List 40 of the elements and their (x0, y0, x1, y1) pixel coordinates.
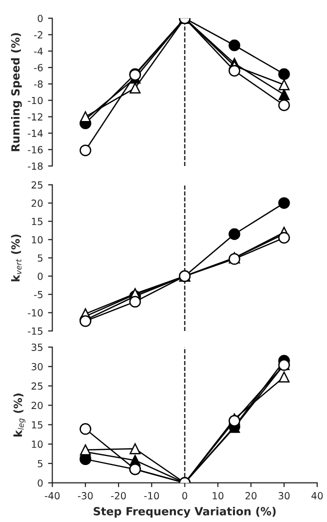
x-tick-label: 10 (212, 492, 224, 500)
y-tick-label: -16 (28, 146, 43, 154)
y-tick-label: -14 (28, 130, 43, 137)
y-tick-label: 25 (32, 181, 42, 189)
x-tick-label: 30 (278, 492, 290, 500)
y-tick-label: -18 (28, 162, 43, 170)
x-tick-label: -20 (111, 492, 126, 500)
y-tick-label: 20 (32, 402, 43, 410)
y-tick-label: -15 (28, 328, 42, 335)
y-tick-label: 20 (32, 200, 43, 207)
x-tick-label: 20 (246, 492, 257, 500)
y-tick-label: 30 (32, 362, 43, 370)
y-tick-label: 10 (32, 440, 43, 448)
y-tick-label: 15 (32, 218, 42, 226)
y-tick-label: -12 (28, 113, 42, 120)
y-axis-title: Running Speed (%) (11, 33, 22, 152)
x-tick-label: -30 (78, 492, 93, 500)
y-tick-label: 0 (38, 272, 43, 280)
y-axis-title: k$_{leg}$ (%) (13, 394, 26, 436)
y-tick-label: -6 (34, 64, 43, 72)
y-tick-label: -5 (34, 291, 42, 298)
y-tick-label: -10 (28, 309, 43, 317)
y-tick-label: 5 (38, 460, 42, 468)
x-axis-title: Step Frequency Variation (%) (94, 506, 276, 518)
x-tick-label: 40 (311, 492, 323, 500)
y-tick-label: -8 (34, 80, 43, 88)
y-tick-label: 25 (32, 382, 42, 390)
x-tick-label: 0 (182, 492, 188, 500)
y-tick-label: 10 (32, 236, 43, 244)
y-tick-label: -10 (28, 96, 43, 104)
y-tick-label: 35 (32, 344, 42, 351)
y-tick-label: 0 (38, 14, 43, 22)
y-tick-label: -2 (34, 31, 42, 38)
y-tick-label: 5 (38, 254, 42, 262)
y-axis-title: k$_{vert}$ (%) (11, 234, 22, 282)
y-tick-label: -4 (34, 48, 43, 55)
x-tick-label: -10 (144, 492, 159, 500)
y-tick-label: 15 (32, 421, 42, 429)
y-tick-label: 0 (38, 479, 43, 487)
x-tick-label: -40 (44, 492, 60, 500)
